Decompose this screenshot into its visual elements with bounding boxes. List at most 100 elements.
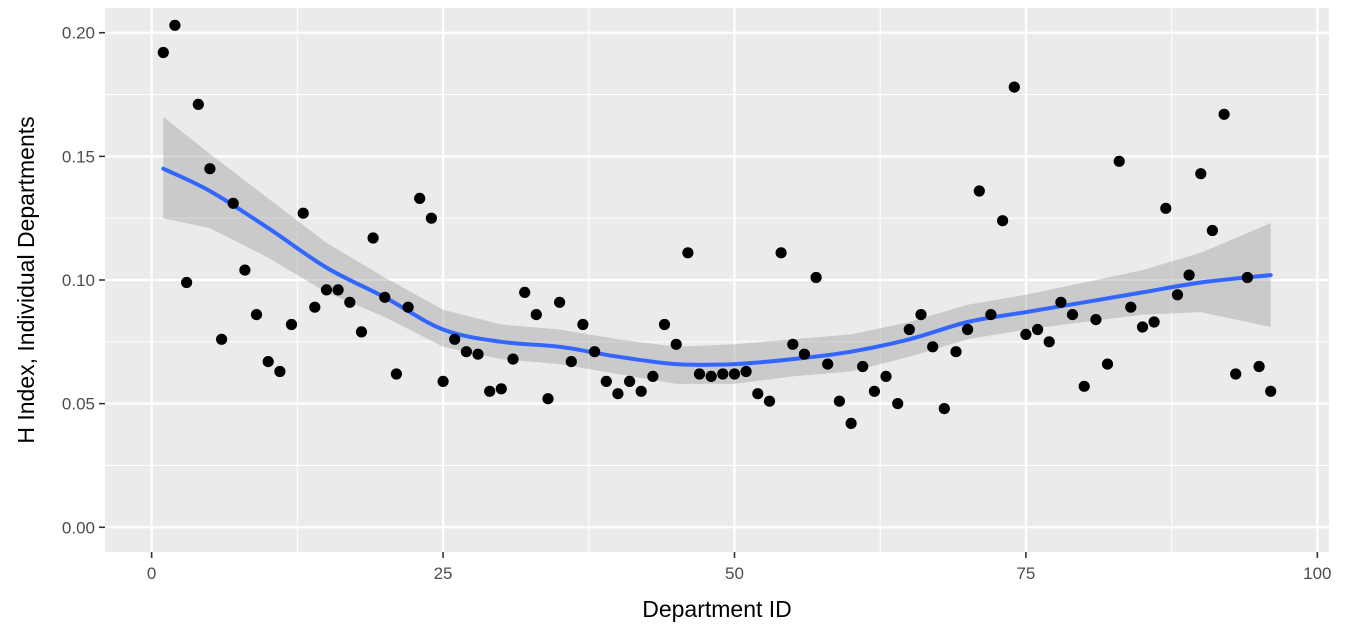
data-point-93 [1230,368,1242,380]
x-tick-label: 25 [434,564,453,583]
data-point-35 [554,296,566,308]
data-point-15 [320,284,333,296]
data-point-72 [985,309,997,321]
data-point-80 [1078,380,1090,392]
data-point-47 [693,368,706,380]
y-tick-label: 0.00 [62,518,95,537]
data-point-12 [285,318,298,331]
data-point-21 [390,368,402,380]
data-point-50 [728,368,741,380]
data-point-43 [647,370,659,382]
data-point-74 [1008,81,1020,93]
data-point-89 [1183,269,1195,281]
data-point-51 [740,365,752,378]
data-point-1 [157,46,169,59]
data-point-31 [507,353,519,365]
data-point-57 [810,271,822,284]
data-point-59 [833,395,846,407]
data-point-16 [332,284,344,296]
y-axis-title: H Index, Individual Departments [13,116,39,443]
data-point-52 [752,388,764,400]
data-point-78 [1055,296,1067,308]
data-point-56 [798,348,811,360]
smooth-trend-line [161,166,1273,367]
data-point-22 [402,301,414,313]
data-point-53 [763,395,776,407]
data-point-8 [239,264,251,276]
x-tick-label: 0 [147,564,156,583]
data-point-5 [204,163,216,175]
data-point-76 [1032,323,1044,336]
data-point-63 [880,370,892,382]
data-point-46 [682,247,694,259]
data-point-88 [1171,289,1184,301]
data-point-82 [1101,358,1114,370]
data-point-86 [1148,316,1160,328]
y-tick-label: 0.20 [62,24,95,43]
data-point-90 [1195,168,1207,180]
data-point-18 [355,326,368,338]
data-point-13 [297,207,309,219]
data-points [157,19,1277,429]
y-tick-label: 0.10 [62,271,95,290]
data-point-39 [600,375,612,387]
data-point-29 [484,385,496,397]
data-point-70 [962,323,974,336]
data-point-30 [495,383,507,395]
data-point-26 [449,333,461,345]
data-point-24 [425,212,437,224]
data-point-19 [367,232,379,244]
data-point-37 [577,318,589,331]
data-point-27 [460,346,472,358]
data-point-61 [857,360,869,373]
data-point-4 [192,98,204,110]
data-point-64 [892,398,904,410]
data-point-85 [1136,321,1149,333]
data-point-2 [169,19,181,31]
data-point-17 [344,296,356,308]
data-point-23 [414,192,426,204]
data-point-58 [822,358,834,370]
data-point-69 [950,346,962,358]
data-point-81 [1090,314,1102,326]
data-point-95 [1253,360,1265,373]
data-point-6 [216,333,228,345]
y-tick-label: 0.05 [62,395,95,414]
data-point-45 [670,338,682,350]
data-point-83 [1113,155,1125,167]
x-axis-title: Department ID [642,596,792,622]
data-point-96 [1265,385,1277,397]
x-tick-label: 75 [1016,564,1035,583]
data-point-14 [309,301,321,313]
data-point-44 [658,318,671,331]
data-point-41 [624,375,636,387]
data-point-38 [589,346,601,358]
data-point-77 [1043,336,1055,348]
data-point-7 [227,197,239,209]
data-point-25 [437,375,449,387]
data-point-87 [1160,202,1172,214]
data-point-75 [1020,328,1032,340]
y-tick-label: 0.15 [62,147,95,166]
data-point-79 [1066,309,1079,321]
major-gridlines [105,8,1329,552]
data-point-36 [565,356,577,368]
data-point-62 [868,385,881,397]
data-point-68 [938,403,950,415]
data-point-94 [1241,271,1253,284]
data-point-34 [542,393,554,405]
x-tick-label: 50 [725,564,744,583]
data-point-92 [1218,108,1230,120]
data-point-55 [787,338,799,350]
data-point-9 [250,309,263,321]
data-point-73 [997,215,1009,227]
data-point-65 [903,323,915,336]
data-point-91 [1206,224,1218,237]
data-point-20 [379,291,391,303]
data-point-10 [262,356,274,368]
data-point-71 [973,185,985,197]
data-point-3 [181,276,193,289]
x-tick-label: 100 [1303,564,1331,583]
data-point-49 [717,368,729,380]
data-point-28 [472,348,484,360]
